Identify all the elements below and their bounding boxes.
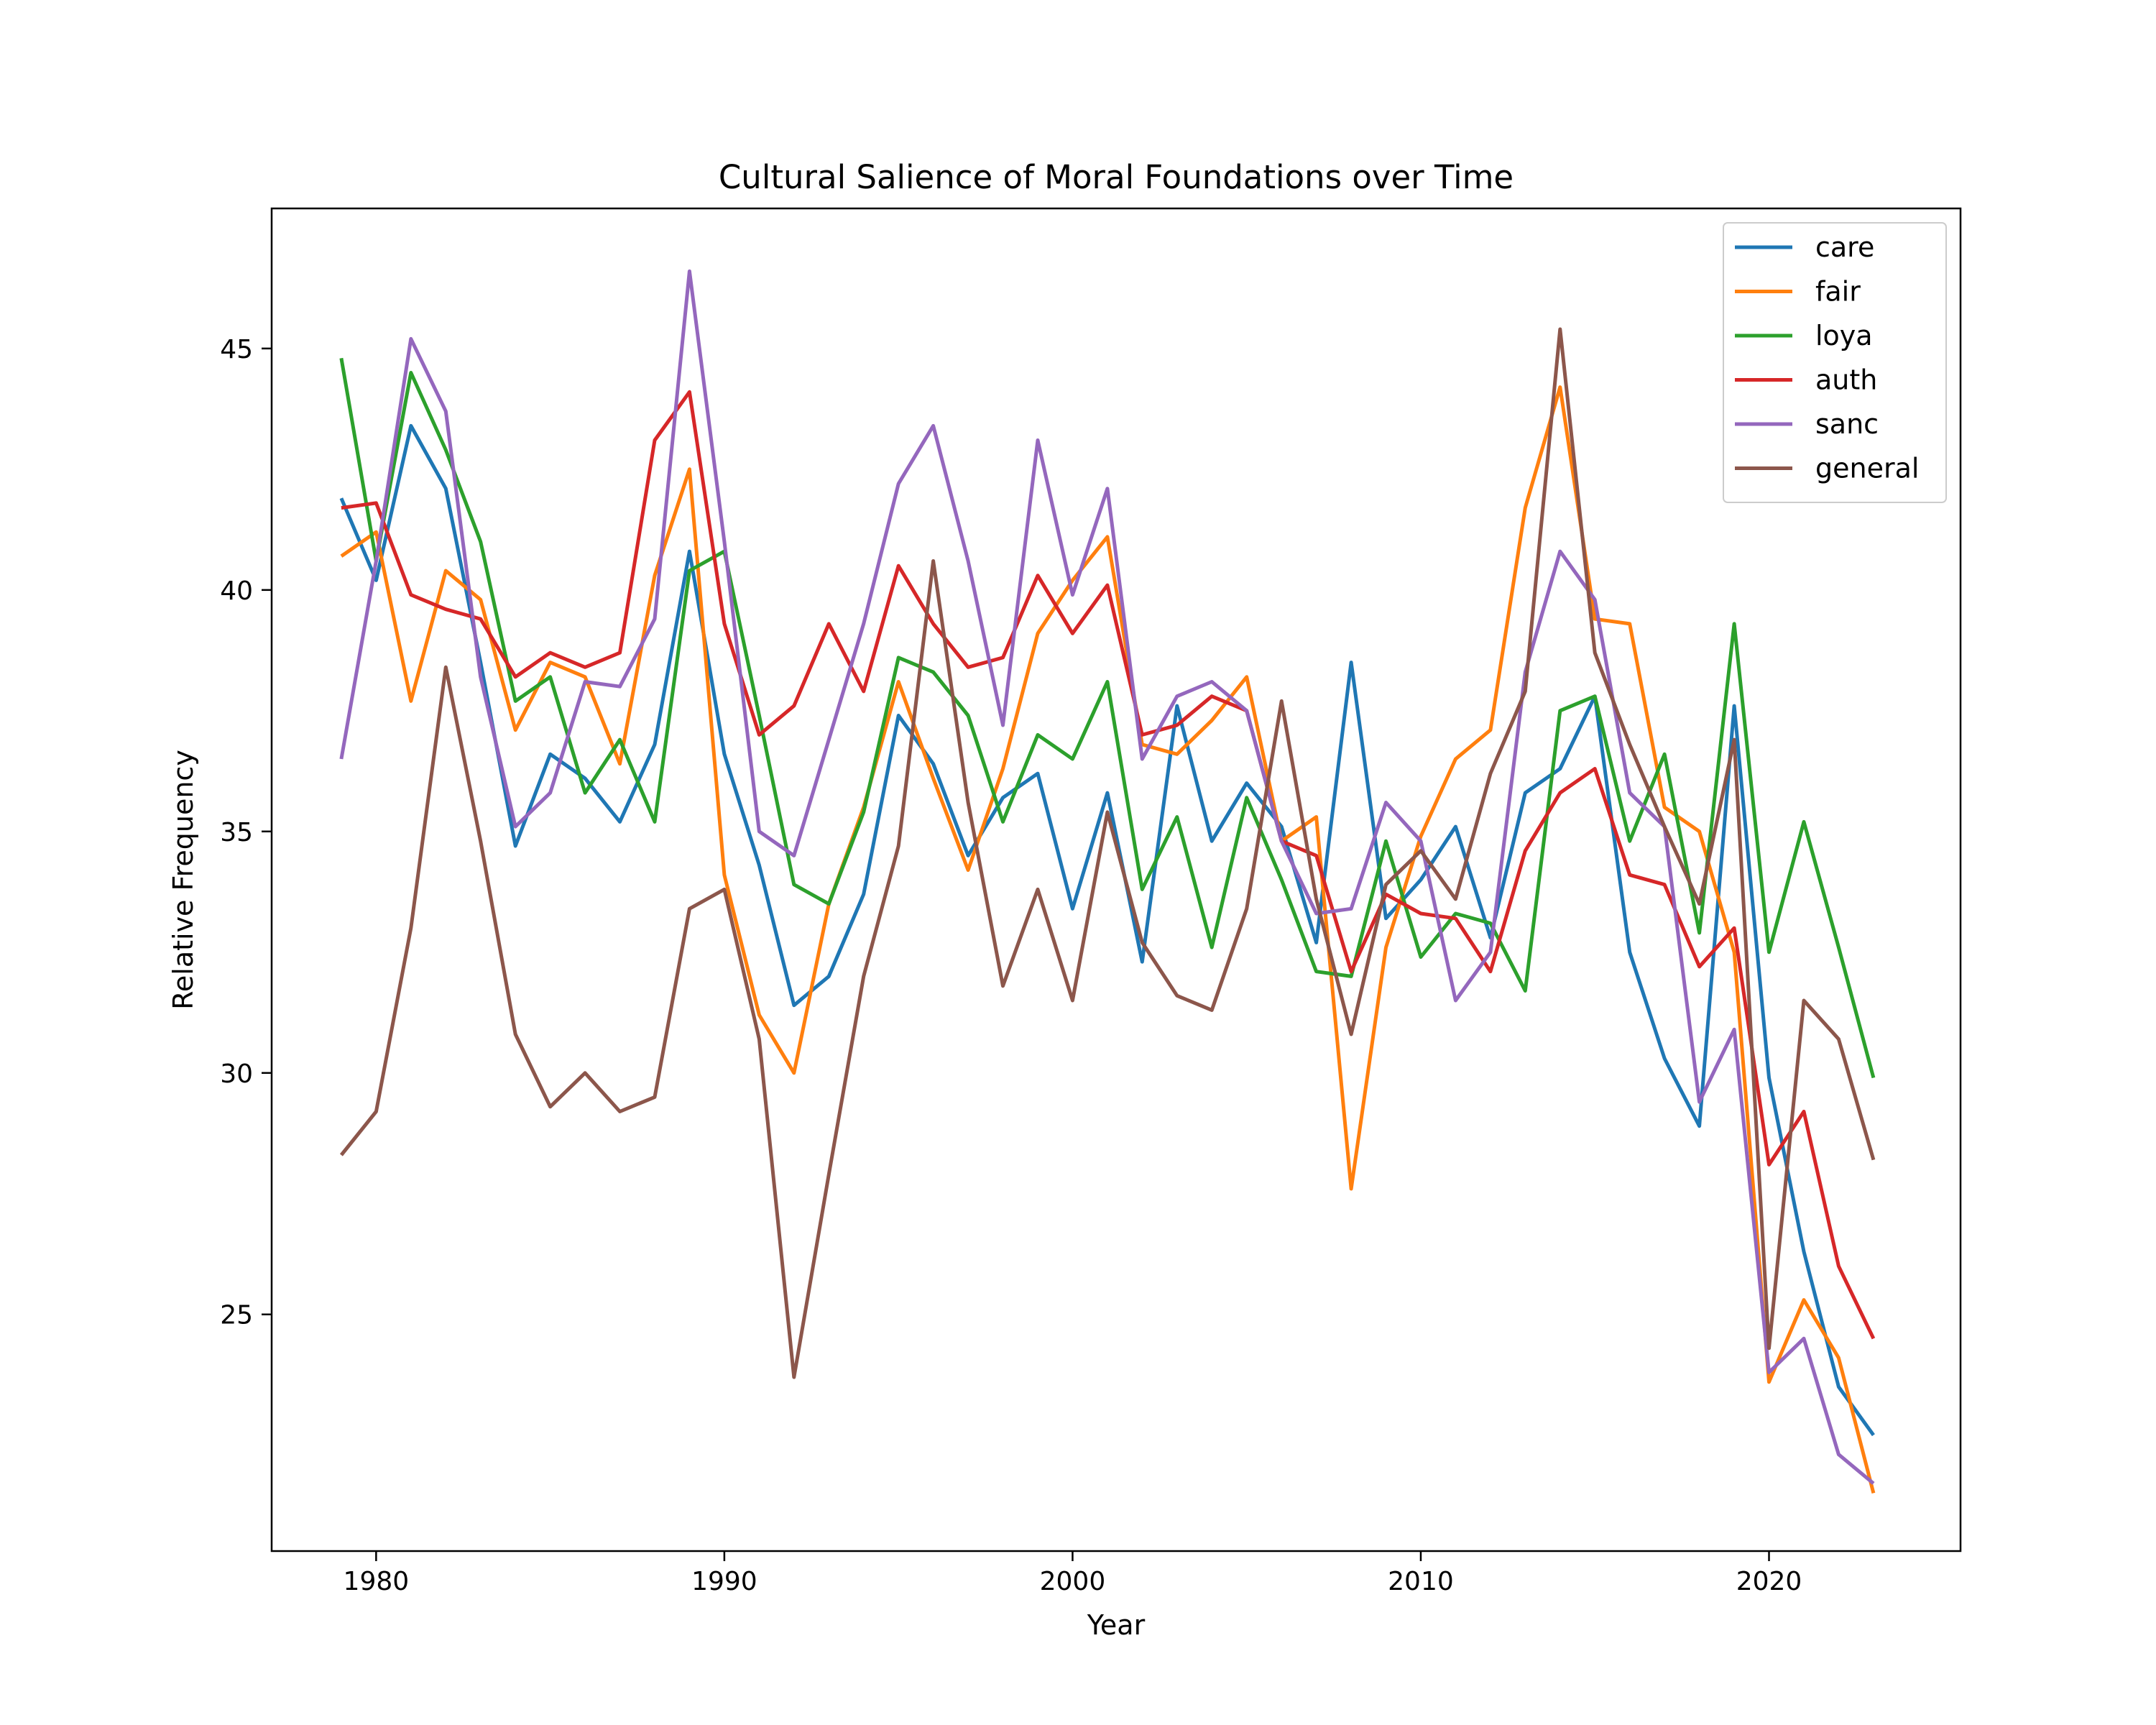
y-axis-label: Relative Frequency xyxy=(167,750,199,1010)
series-line-fair xyxy=(340,385,1876,1494)
x-tick-label: 2020 xyxy=(1736,1567,1802,1596)
series-lines xyxy=(339,269,1876,1494)
x-tick-label: 2010 xyxy=(1388,1567,1454,1596)
series-line-loya xyxy=(339,357,1876,1079)
x-axis-label: Year xyxy=(1087,1609,1146,1641)
y-tick-label: 30 xyxy=(220,1059,253,1089)
legend-label-general: general xyxy=(1815,453,1919,484)
y-tick-label: 40 xyxy=(220,576,253,606)
chart-title: Cultural Salience of Moral Foundations o… xyxy=(719,158,1514,196)
legend: care fair loya auth sanc general xyxy=(1723,222,1947,503)
series-line-sanc xyxy=(339,269,1875,1485)
series-line-auth xyxy=(341,390,1876,1340)
series-line-care xyxy=(339,423,1875,1437)
legend-label-loya: loya xyxy=(1815,320,1873,351)
legend-label-fair: fair xyxy=(1815,276,1861,308)
y-tick-label: 25 xyxy=(220,1301,253,1330)
x-tick-label: 1990 xyxy=(691,1567,757,1596)
plot-area-frame xyxy=(270,207,1962,1552)
x-tick-label: 2000 xyxy=(1040,1567,1106,1596)
y-tick-label: 35 xyxy=(220,818,253,847)
series-line-general xyxy=(339,327,1876,1379)
legend-label-care: care xyxy=(1815,231,1874,263)
y-axis-ticks: 25 30 35 40 45 xyxy=(220,335,272,1330)
x-axis-ticks: 1980 1990 2000 2010 2020 xyxy=(344,1551,1802,1596)
legend-label-auth: auth xyxy=(1815,364,1877,396)
legend-label-sanc: sanc xyxy=(1815,408,1879,440)
y-tick-label: 45 xyxy=(220,335,253,364)
x-tick-label: 1980 xyxy=(344,1567,410,1596)
